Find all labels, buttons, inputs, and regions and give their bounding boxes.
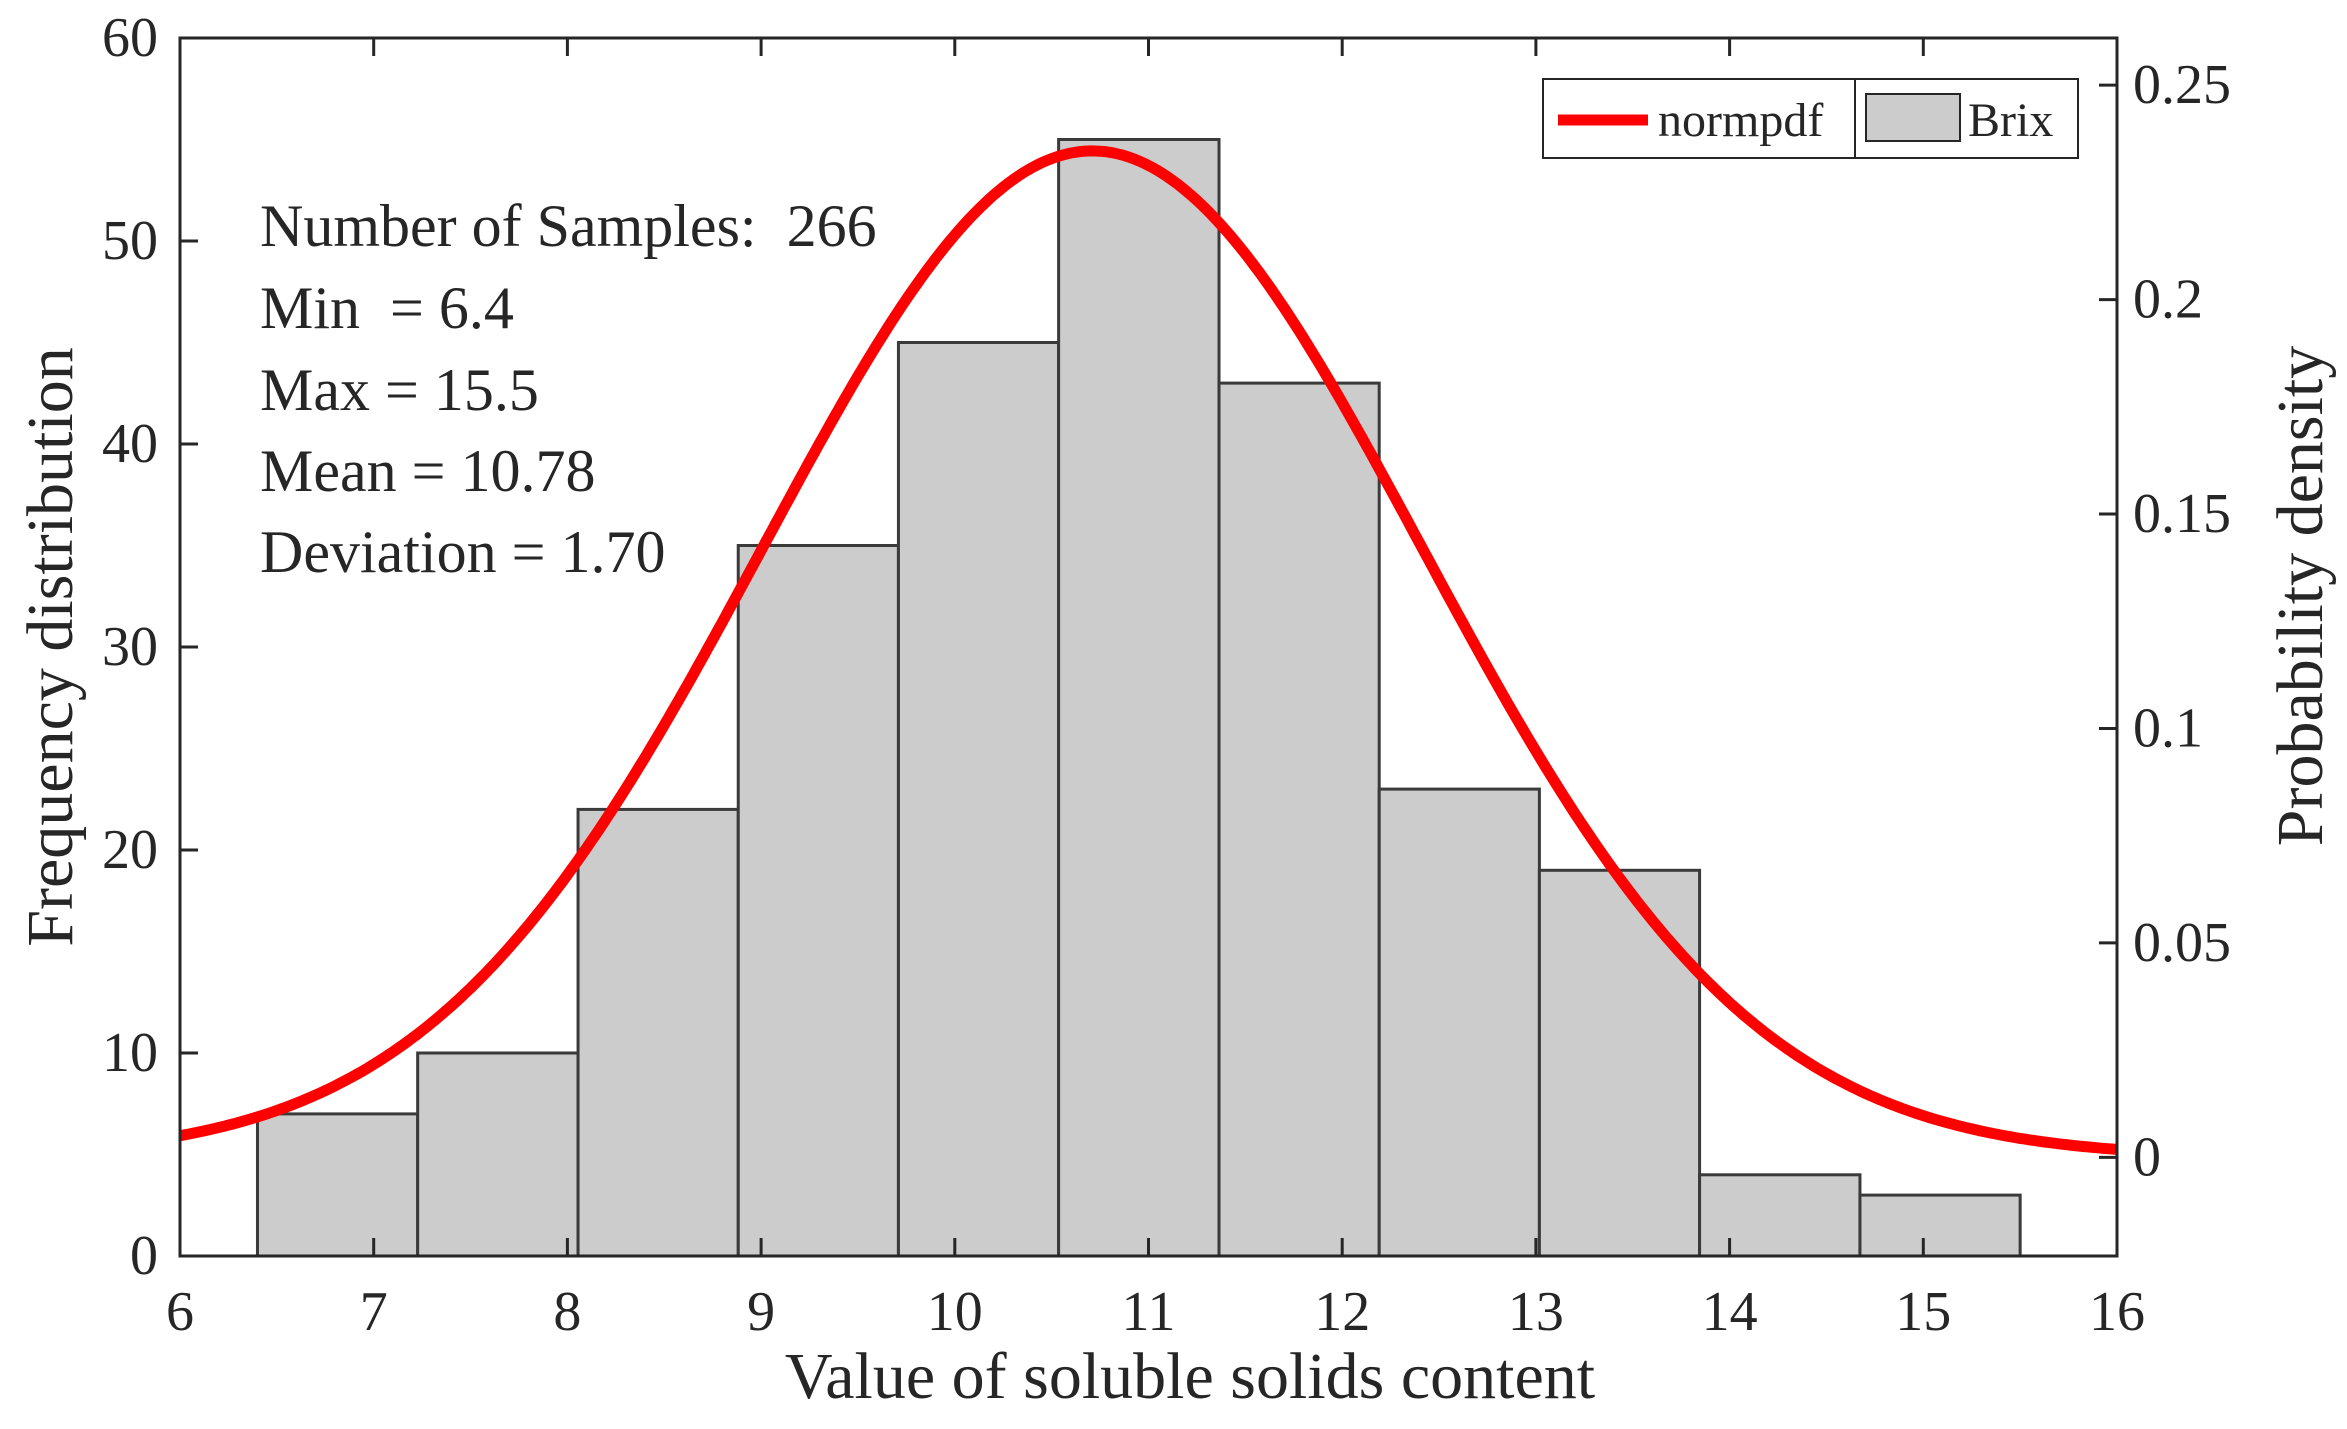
left-y-tick-label: 0 (130, 1225, 158, 1287)
bar-bin-4 (736, 544, 900, 1258)
left-y-tick-label: 50 (102, 210, 158, 272)
x-tick-label: 15 (1895, 1281, 1951, 1343)
legend-brix-swatch (1865, 93, 1961, 142)
bar-bin-5 (896, 341, 1061, 1258)
left-y-axis-title: Frequency distribution (14, 347, 87, 946)
annotation-min: Min = 6.4 (260, 275, 514, 341)
x-tick-label: 8 (553, 1281, 581, 1343)
right-y-tick-label: 0.2 (2133, 269, 2203, 331)
bar-bin-2 (416, 1051, 580, 1258)
left-y-tick-label: 40 (102, 413, 158, 475)
left-y-tick-label: 10 (102, 1022, 158, 1084)
annotation-samples: Number of Samples: 266 (260, 193, 877, 259)
legend-normpdf-label: normpdf (1658, 94, 1823, 147)
bar-bin-7 (1217, 381, 1381, 1258)
bar-bin-6 (1057, 138, 1221, 1258)
bar-bin-9 (1537, 868, 1702, 1258)
x-axis-title: Value of soluble solids content (785, 1340, 1595, 1413)
left-y-tick-label: 60 (102, 7, 158, 69)
tick-labels: 6 7 8 9 10 11 12 13 14 15 16 0 10 20 30 40 50 60 0 0.05 0.1 0… (102, 7, 2231, 1343)
right-y-axis-title: Probability density (2264, 346, 2337, 846)
normpdf-curve (180, 145, 2117, 1155)
annotation-mean: Mean = 10.78 (260, 438, 595, 504)
legend: normpdf Brix (1542, 78, 2079, 159)
x-tick-label: 9 (747, 1281, 775, 1343)
bar-bin-3 (576, 807, 740, 1258)
legend-brix-label: Brix (1968, 94, 2053, 147)
x-tick-label: 13 (1508, 1281, 1564, 1343)
right-y-tick-label: 0.25 (2133, 54, 2231, 116)
right-y-tick-label: 0 (2133, 1126, 2161, 1188)
right-y-tick-label: 0.1 (2133, 697, 2203, 759)
x-tick-label: 10 (927, 1281, 983, 1343)
bar-bin-8 (1377, 787, 1541, 1258)
annotation-deviation: Deviation = 1.70 (260, 519, 665, 585)
right-y-tick-label: 0.05 (2133, 912, 2231, 974)
axes (178, 36, 2119, 1258)
left-y-tick-label: 30 (102, 616, 158, 678)
left-y-tick-label: 20 (102, 819, 158, 881)
bar-bin-10 (1698, 1173, 1862, 1258)
bar-bin-1 (255, 1112, 420, 1258)
x-tick-label: 6 (166, 1281, 194, 1343)
x-tick-label: 12 (1314, 1281, 1370, 1343)
stats-annotation: Number of Samples: 266 Min = 6.4 Max = 1… (260, 193, 877, 585)
bar-bin-11 (1858, 1193, 2022, 1258)
x-tick-label: 14 (1702, 1281, 1758, 1343)
x-tick-label: 7 (360, 1281, 388, 1343)
annotation-max: Max = 15.5 (260, 357, 539, 423)
histogram-bars (255, 138, 2022, 1258)
x-tick-label: 11 (1122, 1281, 1176, 1343)
x-tick-label: 16 (2089, 1281, 2145, 1343)
right-y-tick-label: 0.15 (2133, 483, 2231, 545)
